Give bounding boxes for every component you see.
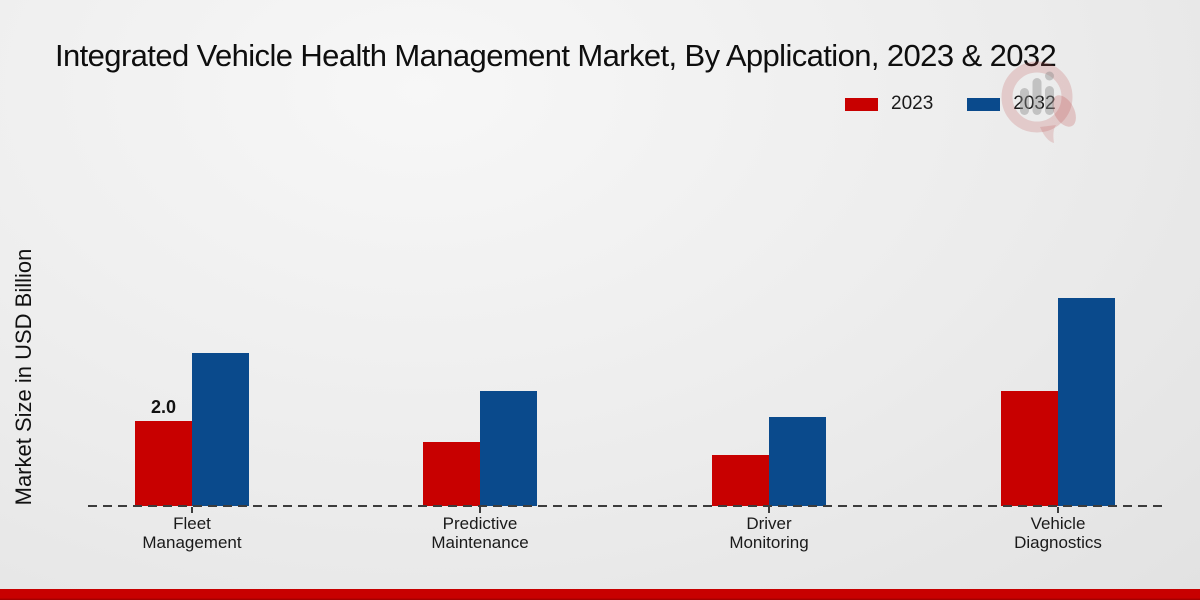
legend-item-2023: 2023 xyxy=(845,93,933,115)
x-axis-tick xyxy=(191,507,193,513)
legend-swatch-2032 xyxy=(967,97,1001,111)
bar-2032-fleet-management xyxy=(192,353,249,506)
brand-watermark-logo xyxy=(1001,61,1076,143)
category-label-driver-monitoring: Driver Monitoring xyxy=(729,514,809,552)
bar-2023-predictive-maintenance xyxy=(423,442,480,506)
bar-2023-vehicle-diagnostics xyxy=(1001,391,1058,506)
bar-2032-vehicle-diagnostics xyxy=(1058,298,1115,506)
category-label-fleet-management: Fleet Management xyxy=(142,514,242,552)
legend: 2023 2032 xyxy=(845,93,1056,115)
x-axis-tick xyxy=(768,507,770,513)
category-label-predictive-maintenance: Predictive Maintenance xyxy=(431,514,529,552)
category-label-vehicle-diagnostics: Vehicle Diagnostics xyxy=(1014,514,1102,552)
footer-accent-bar xyxy=(0,589,1200,600)
bar-2032-predictive-maintenance xyxy=(480,391,537,506)
legend-swatch-2023 xyxy=(845,97,878,111)
bar-2032-driver-monitoring xyxy=(769,417,826,506)
bar-value-label: 2.0 xyxy=(150,397,177,417)
y-axis-label: Market Size in USD Billion xyxy=(11,248,36,506)
bar-2023-driver-monitoring xyxy=(712,455,769,506)
chart-title: Integrated Vehicle Health Management Mar… xyxy=(55,38,1057,73)
x-axis-tick xyxy=(479,507,481,513)
x-axis-tick xyxy=(1057,507,1059,513)
x-axis-baseline xyxy=(88,505,1163,507)
legend-label-2032: 2032 xyxy=(1013,93,1055,115)
legend-item-2032: 2032 xyxy=(967,93,1056,115)
bar-2023-fleet-management xyxy=(135,421,192,506)
legend-label-2023: 2023 xyxy=(891,93,934,114)
